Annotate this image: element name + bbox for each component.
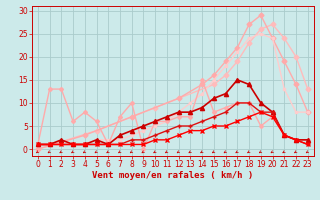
X-axis label: Vent moyen/en rafales ( km/h ): Vent moyen/en rafales ( km/h ): [92, 171, 253, 180]
